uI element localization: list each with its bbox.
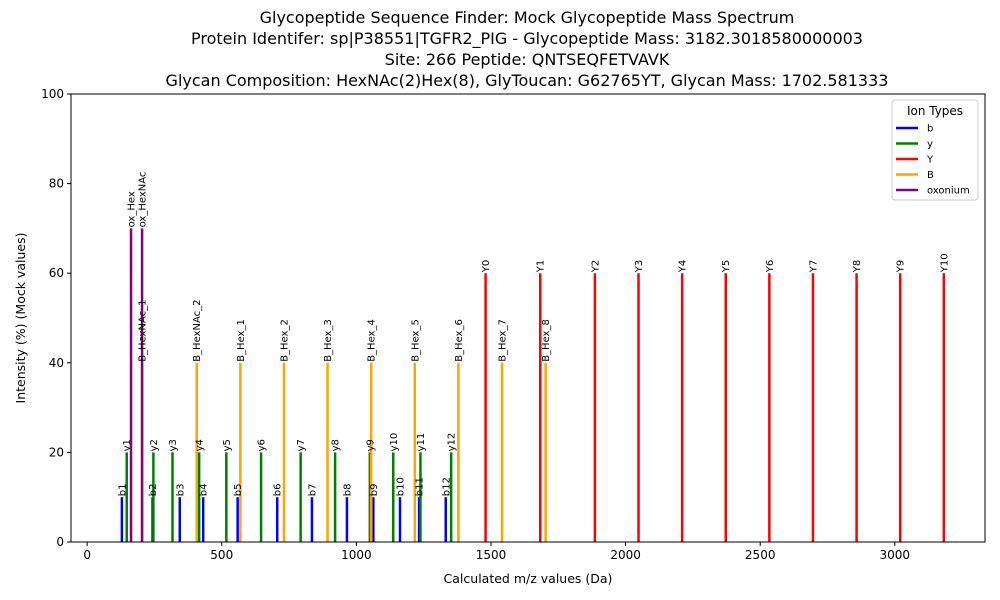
peak-label-b9: b9 <box>369 483 380 496</box>
peak-label-b1: b1 <box>117 483 128 496</box>
peak-label-y8: y8 <box>331 439 342 451</box>
title-line-2: Protein Identifer: sp|P38551|TGFR2_PIG -… <box>191 29 863 49</box>
legend-label-b: b <box>927 124 933 135</box>
peak-bars <box>120 228 946 542</box>
peak-label-y9: y9 <box>365 439 376 451</box>
title-line-1: Glycopeptide Sequence Finder: Mock Glyco… <box>260 8 795 27</box>
x-tick-label: 1500 <box>476 548 507 562</box>
peak-label-y2: Y2 <box>590 260 601 273</box>
peak-label-y7: y7 <box>296 439 307 451</box>
peak-label-y10: y10 <box>389 433 400 452</box>
legend-label-y: Y <box>926 155 934 166</box>
peak-label-y11: y11 <box>416 433 427 452</box>
peak-label-b-hex-2: B_Hex_2 <box>279 319 290 362</box>
peak-label-y12: y12 <box>447 433 458 452</box>
peak-label-b-hex-6: B_Hex_6 <box>454 319 465 362</box>
peak-label-y10: Y10 <box>939 253 950 273</box>
peak-label-b-hexnac-2: B_HexNAc_2 <box>192 300 203 362</box>
legend-label-b: B <box>927 170 934 181</box>
x-tick-label: 1000 <box>341 548 372 562</box>
x-tick-label: 2000 <box>610 548 641 562</box>
peak-label-b-hex-3: B_Hex_3 <box>323 319 334 362</box>
y-tick-label: 100 <box>41 87 64 101</box>
peak-label-b11: b11 <box>415 477 426 496</box>
peak-label-y4: y4 <box>195 439 206 451</box>
peak-label-y4: Y4 <box>678 260 689 273</box>
peak-label-b-hex-4: B_Hex_4 <box>367 319 378 362</box>
x-axis-ticks: 0 500 1000 1500 2000 2500 3000 <box>83 542 910 562</box>
plot-area <box>71 94 985 542</box>
peak-label-y3: y3 <box>168 439 179 451</box>
peak-label-y3: Y3 <box>634 260 645 273</box>
legend-title: Ion Types <box>907 104 963 118</box>
title-line-3: Site: 266 Peptide: QNTSEQFETVAVK <box>385 50 670 69</box>
y-tick-label: 80 <box>49 177 64 191</box>
peak-label-b8: b8 <box>342 483 353 496</box>
peak-label-y0: Y0 <box>481 260 492 273</box>
x-tick-label: 2500 <box>745 548 776 562</box>
x-tick-label: 500 <box>210 548 233 562</box>
peak-label-b10: b10 <box>395 477 406 496</box>
peak-label-y6: y6 <box>257 439 268 451</box>
y-tick-label: 60 <box>49 266 64 280</box>
peak-label-b-hexnac-1: B_HexNAc_1 <box>138 300 149 362</box>
peak-label-y1: y1 <box>122 439 133 451</box>
x-tick-label: 0 <box>83 548 91 562</box>
peak-label-y5: y5 <box>222 439 233 451</box>
peak-label-b3: b3 <box>175 483 186 496</box>
peak-label-y1: Y1 <box>536 260 547 273</box>
legend-label-y: y <box>927 139 933 150</box>
peak-label-ox-hex: ox_Hex <box>127 191 138 227</box>
y-tick-label: 20 <box>49 445 64 459</box>
peak-labels: b1 b2 b3 b4 b5 b6 b7 b8 b9 b10 b11 b12 y1 y2 y3 y4 y5 y6 y… <box>117 172 950 497</box>
chart-title: Glycopeptide Sequence Finder: Mock Glyco… <box>166 8 889 90</box>
peak-label-b-hex-5: B_Hex_5 <box>410 319 421 362</box>
x-tick-label: 3000 <box>880 548 911 562</box>
peak-label-y9: Y9 <box>896 260 907 273</box>
plot-border <box>70 93 986 543</box>
peak-label-b4: b4 <box>199 483 210 496</box>
peak-label-b-hex-1: B_Hex_1 <box>236 319 247 362</box>
peak-label-ox-hexnac: ox_HexNAc <box>138 172 149 228</box>
y-tick-label: 0 <box>56 535 64 549</box>
peak-label-y5: Y5 <box>721 260 732 273</box>
y-tick-label: 40 <box>49 356 64 370</box>
legend-label-oxonium: oxonium <box>927 186 970 197</box>
peak-label-b2: b2 <box>148 483 159 496</box>
peak-label-y8: Y8 <box>852 260 863 273</box>
peak-label-b-hex-7: B_Hex_7 <box>498 319 509 362</box>
y-axis-label: Intensity (%) (Mock values) <box>13 233 28 404</box>
peak-label-b5: b5 <box>233 483 244 496</box>
peak-label-y6: Y6 <box>765 260 776 273</box>
peak-label-y2: y2 <box>149 439 160 451</box>
peak-label-b-hex-8: B_Hex_8 <box>541 319 552 362</box>
peak-label-b6: b6 <box>273 483 284 496</box>
x-axis-label: Calculated m/z values (Da) <box>444 571 613 586</box>
peak-label-b7: b7 <box>307 483 318 496</box>
y-axis-ticks: 0 20 40 60 80 100 <box>41 87 71 549</box>
peak-label-b12: b12 <box>441 477 452 496</box>
title-line-4: Glycan Composition: HexNAc(2)Hex(8), Gly… <box>166 71 889 90</box>
peak-label-y7: Y7 <box>808 260 819 273</box>
